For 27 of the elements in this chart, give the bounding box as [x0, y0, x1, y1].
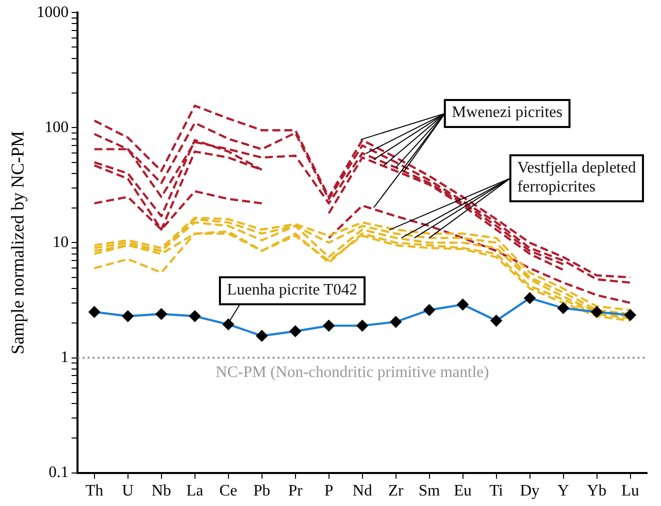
x-tick-label: U [122, 482, 134, 500]
annotation: Vestfjella depleted ferropicrites [517, 159, 636, 196]
x-tick-label: Pr [288, 482, 304, 500]
x-tick-label: La [186, 482, 204, 500]
x-tick-label: Eu [454, 482, 472, 500]
y-tick-label: 1 [60, 348, 69, 366]
x-tick-label: Nb [152, 482, 172, 500]
x-tick-label: Sm [418, 482, 441, 500]
y-tick-label: 0.1 [48, 464, 69, 482]
x-tick-label: Lu [621, 482, 640, 500]
x-tick-label: Yb [586, 482, 607, 500]
y-axis-title: Sample normalized by NC-PM [8, 130, 28, 354]
x-tick-label: Ce [219, 482, 238, 500]
x-tick-label: Dy [520, 482, 540, 500]
y-tick-label: 100 [44, 118, 69, 136]
x-tick-label: Zr [388, 482, 404, 500]
x-tick-label: Th [85, 482, 104, 500]
ref-line-label: NC-PM (Non-chondritic primitive mantle) [216, 364, 489, 381]
x-tick-label: Pb [253, 482, 270, 500]
x-tick-label: P [324, 482, 334, 500]
x-tick-label: Nd [352, 482, 372, 500]
y-tick-label: 10 [52, 234, 69, 251]
y-tick-label: 1000 [36, 4, 69, 21]
annotation: Luenha picrite T042 [226, 281, 358, 298]
x-tick-label: Y [557, 482, 570, 500]
annotation: Mwenezi picrites [452, 104, 562, 122]
x-tick-label: Ti [489, 482, 504, 500]
